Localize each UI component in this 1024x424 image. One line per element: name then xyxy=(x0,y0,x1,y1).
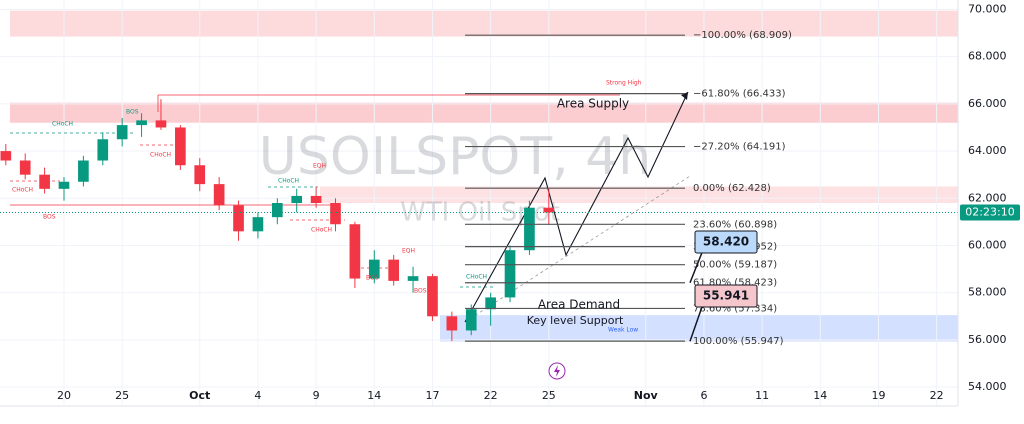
zone-label: Area Demand xyxy=(538,298,620,312)
x-tick-label: Oct xyxy=(189,389,210,402)
candle-body xyxy=(175,127,186,166)
candle-body xyxy=(446,316,458,331)
annotation: CHoCH xyxy=(278,178,299,185)
symbol-watermark: USOILSPOT, 4h xyxy=(259,127,651,187)
annotation: CHoCH xyxy=(311,227,332,234)
candle-body xyxy=(0,151,12,161)
projection-path xyxy=(464,91,689,323)
x-tick-label: 22 xyxy=(930,389,944,402)
callout-pointer xyxy=(689,303,704,342)
candle-body xyxy=(155,120,167,128)
candle-body xyxy=(485,297,496,310)
callout-box xyxy=(694,284,758,308)
candle-body xyxy=(213,184,225,206)
x-tick-label: 9 xyxy=(313,389,320,402)
candle-body xyxy=(136,120,147,126)
fib-label: 50.00% (59.187) xyxy=(693,260,777,271)
annotation: EQH xyxy=(402,248,415,255)
x-tick-label: 14 xyxy=(367,389,381,402)
candle-body xyxy=(19,160,31,175)
y-tick-label: 62.000 xyxy=(968,191,1007,204)
annotation: EQH xyxy=(313,163,326,170)
candle-body xyxy=(388,259,400,281)
fib-label: 0.00% (62.428) xyxy=(693,183,771,194)
structure-lines xyxy=(10,91,691,323)
candle-body xyxy=(504,250,516,298)
candle-body xyxy=(310,195,322,203)
countdown-box xyxy=(960,204,1020,221)
fib-label: −61.80% (66.433) xyxy=(693,89,786,100)
y-tick-label: 64.000 xyxy=(968,144,1007,157)
x-tick-label: 11 xyxy=(755,389,769,402)
candle-body xyxy=(465,309,477,331)
fib-label: −27.20% (64.191) xyxy=(693,142,786,153)
annotation: BOS xyxy=(43,214,56,221)
zone xyxy=(10,102,958,123)
fib-label: −100.00% (68.909) xyxy=(693,30,792,41)
callout-label: 55.941 xyxy=(703,289,749,303)
countdown: 02:23:10 xyxy=(965,205,1014,218)
candle-body xyxy=(543,207,555,213)
callout-box xyxy=(694,230,758,254)
candle-body xyxy=(58,181,70,189)
event-bolt xyxy=(554,365,560,377)
candle-body xyxy=(39,174,50,189)
zone xyxy=(320,186,958,203)
candle-body xyxy=(97,139,109,161)
zone-label: Area Supply xyxy=(557,97,629,111)
candle-body xyxy=(78,160,89,182)
weak-low-label: Weak Low xyxy=(608,327,638,334)
x-tick-label: 14 xyxy=(813,389,827,402)
trend-line xyxy=(464,175,691,323)
x-tick-label: 19 xyxy=(871,389,885,402)
zone xyxy=(440,315,958,342)
y-tick-label: 56.000 xyxy=(968,333,1007,346)
y-tick-label: 58.000 xyxy=(968,286,1007,299)
x-tick-label: 25 xyxy=(115,389,129,402)
fib-label: 78.60% (57.334) xyxy=(693,303,777,314)
fib-label: 23.60% (60.898) xyxy=(693,219,777,230)
annotations: BOS CHoCH CHoCH CHoCH BOS EQH CHoCH CHoC… xyxy=(12,80,642,334)
fib-label: 100.00% (55.947) xyxy=(693,336,784,347)
candle-body xyxy=(116,125,128,140)
candle-body xyxy=(427,276,438,317)
strong-high-label: Strong High xyxy=(606,80,642,87)
candle-body xyxy=(368,259,380,279)
y-tick-label: 60.000 xyxy=(968,238,1007,251)
y-tick-label: 54.000 xyxy=(968,380,1007,393)
annotation: CHoCH xyxy=(52,121,73,128)
x-tick-label: 6 xyxy=(700,389,707,402)
candle-body xyxy=(330,203,341,225)
x-tick-label: Nov xyxy=(634,389,659,402)
candle-body xyxy=(407,276,419,281)
zone xyxy=(10,10,958,37)
x-tick-label: 25 xyxy=(542,389,556,402)
annotation: BOS xyxy=(126,109,139,116)
candle-body xyxy=(233,205,244,232)
candle-body xyxy=(349,224,361,279)
y-tick-label: 70.000 xyxy=(968,2,1007,15)
annotation: CHoCH xyxy=(150,152,171,159)
candle-body xyxy=(271,203,283,218)
x-tick-label: 20 xyxy=(57,389,71,402)
y-tick-label: 68.000 xyxy=(968,50,1007,63)
fib-label: 61.80% (58.423) xyxy=(693,278,777,289)
annotation: CHoCH xyxy=(12,187,33,194)
candle-body xyxy=(291,195,303,203)
y-tick-label: 66.000 xyxy=(968,97,1007,110)
callout-label: 58.420 xyxy=(703,235,749,249)
key-level-label: Key level Support xyxy=(527,314,624,327)
annotation: CHoCH xyxy=(466,274,487,281)
projection-arrow xyxy=(681,92,688,100)
candle-body xyxy=(252,217,264,232)
candle-body xyxy=(194,165,206,185)
candle-body xyxy=(524,207,535,251)
annotation: BOS xyxy=(366,275,379,282)
x-tick-label: 4 xyxy=(254,389,261,402)
x-tick-label: 22 xyxy=(484,389,498,402)
annotation: BOS xyxy=(414,288,427,295)
callout-pointer xyxy=(689,249,704,284)
x-tick-label: 17 xyxy=(425,389,439,402)
